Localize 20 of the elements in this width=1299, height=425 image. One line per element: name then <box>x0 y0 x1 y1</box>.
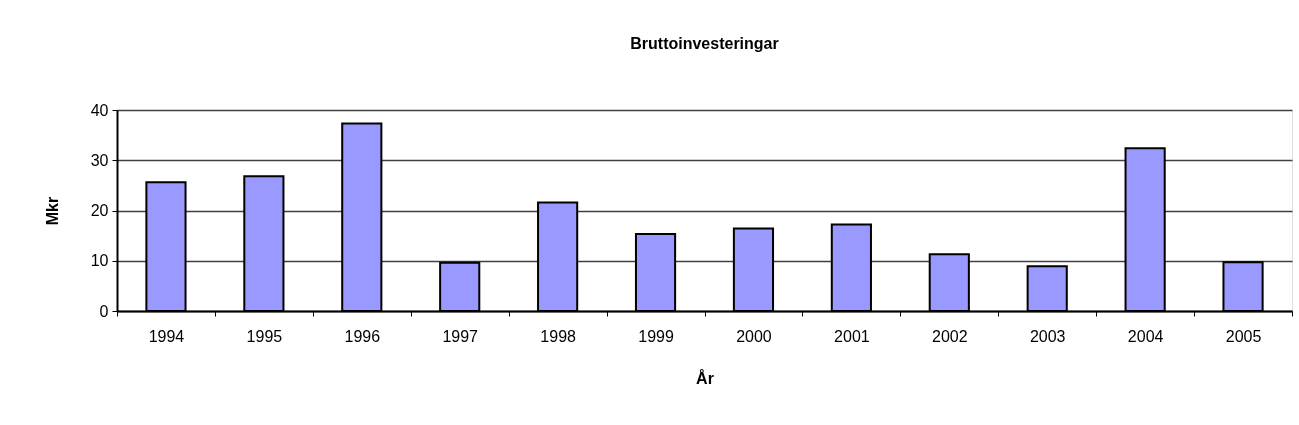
x-tick-label: 1994 <box>148 327 185 345</box>
x-tick-label: 1995 <box>246 327 283 345</box>
x-tick-label: 2000 <box>736 327 772 345</box>
x-axis-title: År <box>696 368 714 387</box>
y-tick-label: 0 <box>99 302 109 320</box>
x-tick-label: 2004 <box>1127 327 1164 345</box>
x-tick-label: 1996 <box>344 327 381 345</box>
y-tick-label: 10 <box>90 252 109 270</box>
x-tick-label: 1999 <box>638 327 674 345</box>
x-tick-label: 2005 <box>1225 327 1262 345</box>
x-tick-label: 1997 <box>442 327 479 345</box>
chart-title: Bruttoinvesteringar <box>630 35 779 52</box>
x-tick-label: 1998 <box>540 327 577 345</box>
y-tick-label: 20 <box>90 202 109 219</box>
x-tick-label: 2001 <box>834 327 870 345</box>
x-tick-label: 2002 <box>931 327 968 345</box>
x-tick-label: 2003 <box>1029 327 1066 345</box>
y-axis-title: Mkr <box>43 196 61 226</box>
y-tick-label: 30 <box>90 151 109 169</box>
y-tick-label: 40 <box>90 101 109 119</box>
